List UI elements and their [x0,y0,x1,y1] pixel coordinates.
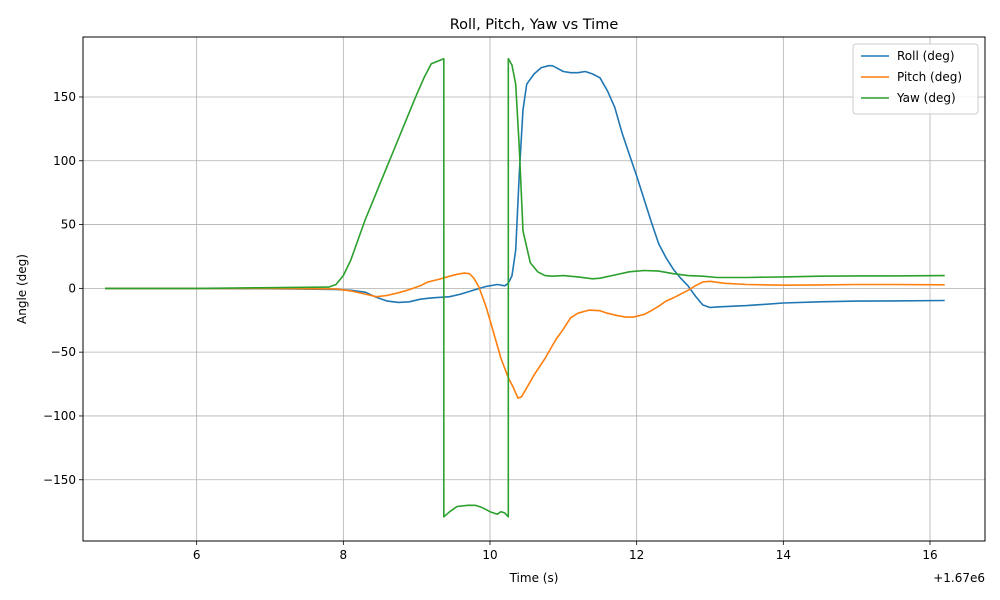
legend: Roll (deg) Pitch (deg) Yaw (deg) [852,43,979,115]
y-tick-label: 0 [68,281,76,295]
legend-label: Roll (deg) [897,49,955,63]
y-tick-label: 50 [61,218,76,232]
x-axis-offset-label: +1.67e6 [933,571,985,585]
legend-label: Yaw (deg) [896,91,956,105]
y-tick-label: 150 [53,90,76,104]
x-tick-label: 16 [922,548,937,562]
series-line-roll [105,64,945,309]
y-tick-label: −150 [43,473,76,487]
grid [83,37,985,541]
series-line-pitch [105,272,945,399]
x-tick-label: 14 [776,548,791,562]
y-tick-label: −100 [43,409,76,423]
x-tick-label: 6 [193,548,201,562]
series-line-yaw [105,57,945,518]
ticks: 6 8 10 12 14 16 −150 −100 −50 0 50 100 150 [43,90,938,562]
y-axis-label: Angle (deg) [15,254,29,324]
plot-frame [82,36,986,542]
x-axis-label: Time (s) [509,571,559,585]
y-tick-label: 100 [53,154,76,168]
x-tick-label: 8 [340,548,348,562]
x-tick-label: 12 [629,548,644,562]
chart-title: Roll, Pitch, Yaw vs Time [450,17,619,33]
legend-label: Pitch (deg) [897,70,962,84]
y-tick-label: −50 [51,345,76,359]
x-tick-label: 10 [482,548,497,562]
plot-lines [105,57,945,518]
legend-box [852,43,979,115]
